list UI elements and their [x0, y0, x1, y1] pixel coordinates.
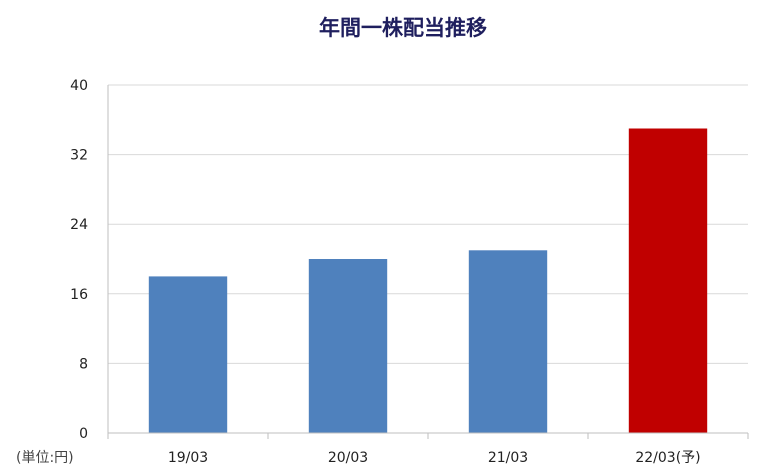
bar [308, 259, 388, 433]
y-tick-label: 32 [70, 148, 88, 164]
x-tick-label: 21/03 [488, 450, 528, 466]
x-tick-label: 22/03(予) [635, 450, 700, 466]
unit-label: (単位:円) [16, 450, 74, 466]
bar [628, 128, 708, 433]
axes: 0 8 16 24 32 40 19/03 20/03 21/03 22/03(予) [70, 78, 749, 466]
y-tick-label: 16 [70, 287, 88, 303]
bar [148, 276, 228, 433]
bar [468, 250, 548, 433]
chart-title: 年間一株配当推移 [319, 16, 487, 40]
x-tick-label: 20/03 [328, 450, 368, 466]
y-tick-label: 8 [79, 356, 88, 372]
x-tick-label: 19/03 [168, 450, 208, 466]
bars [148, 128, 708, 433]
y-tick-label: 0 [79, 426, 88, 442]
y-tick-label: 24 [70, 217, 88, 233]
y-tick-label: 40 [70, 78, 88, 94]
